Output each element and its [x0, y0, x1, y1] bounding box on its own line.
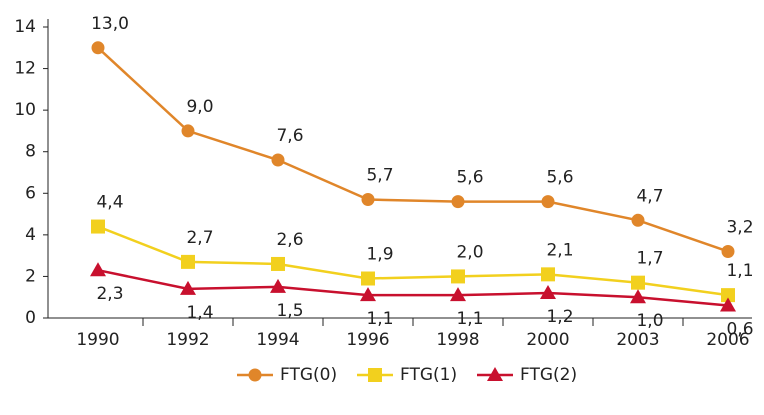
legend-label: FTG(1) [400, 365, 457, 385]
point [181, 254, 195, 269]
point [631, 275, 645, 290]
point [541, 195, 555, 209]
y-tick-label: 8 [25, 142, 36, 162]
x-tick-label: 1998 [436, 330, 479, 350]
point [361, 193, 375, 207]
point [487, 367, 503, 381]
point [91, 219, 105, 234]
data-label: 4,4 [96, 193, 123, 213]
data-label: 1,1 [726, 261, 753, 281]
data-label: 1,2 [546, 307, 573, 327]
y-tick-label: 4 [25, 225, 36, 245]
data-label: 3,2 [726, 217, 753, 237]
point [450, 287, 466, 302]
point [248, 368, 262, 382]
data-label: 0,6 [726, 320, 753, 340]
data-label: 1,0 [636, 311, 663, 331]
data-label: 2,1 [546, 240, 573, 260]
x-tick-label: 2000 [526, 330, 569, 350]
point [271, 153, 285, 167]
point [451, 195, 465, 209]
legend-label: FTG(2) [520, 365, 577, 385]
point [90, 262, 106, 277]
point [630, 289, 646, 304]
y-tick-label: 0 [25, 308, 36, 328]
data-label: 1,5 [276, 301, 303, 321]
point [451, 269, 465, 284]
data-label: 5,6 [456, 168, 483, 188]
series-line [97, 46, 729, 253]
point [721, 288, 735, 303]
legend-label: FTG(0) [280, 365, 337, 385]
data-label: 2,7 [186, 228, 213, 248]
point [631, 213, 645, 227]
x-tick-label: 1992 [166, 330, 209, 350]
data-label: 1,7 [636, 249, 663, 269]
series-line [97, 225, 729, 297]
data-label: 1,1 [456, 309, 483, 329]
point [271, 256, 285, 271]
x-tick-label: 2006 [706, 330, 749, 350]
point [360, 287, 376, 302]
x-tick-label: 1996 [346, 330, 389, 350]
y-tick-label: 2 [25, 266, 36, 286]
point [368, 368, 382, 382]
y-tick-label: 10 [14, 100, 36, 120]
data-label: 5,7 [366, 166, 393, 186]
data-label: 2,0 [456, 242, 483, 262]
point [91, 41, 105, 55]
data-label: 1,9 [366, 245, 393, 265]
x-tick-label: 1994 [256, 330, 299, 350]
data-label: 2,3 [96, 284, 123, 304]
data-label: 9,0 [186, 97, 213, 117]
point [180, 280, 196, 295]
data-label: 1,1 [366, 309, 393, 329]
point [181, 124, 195, 138]
series-line [97, 268, 729, 307]
point [540, 285, 556, 300]
y-tick-label: 14 [14, 17, 36, 37]
data-label: 2,6 [276, 230, 303, 250]
data-label: 1,4 [186, 303, 213, 323]
point [541, 267, 555, 282]
x-tick-label: 1990 [76, 330, 119, 350]
point [270, 278, 286, 293]
point [720, 297, 736, 312]
y-tick-label: 12 [14, 59, 36, 79]
x-tick-label: 2003 [616, 330, 659, 350]
data-label: 13,0 [91, 14, 129, 34]
point [361, 271, 375, 286]
data-label: 7,6 [276, 126, 303, 146]
data-label: 4,7 [636, 186, 663, 206]
data-label: 5,6 [546, 168, 573, 188]
point [721, 244, 735, 258]
y-tick-label: 6 [25, 183, 36, 203]
